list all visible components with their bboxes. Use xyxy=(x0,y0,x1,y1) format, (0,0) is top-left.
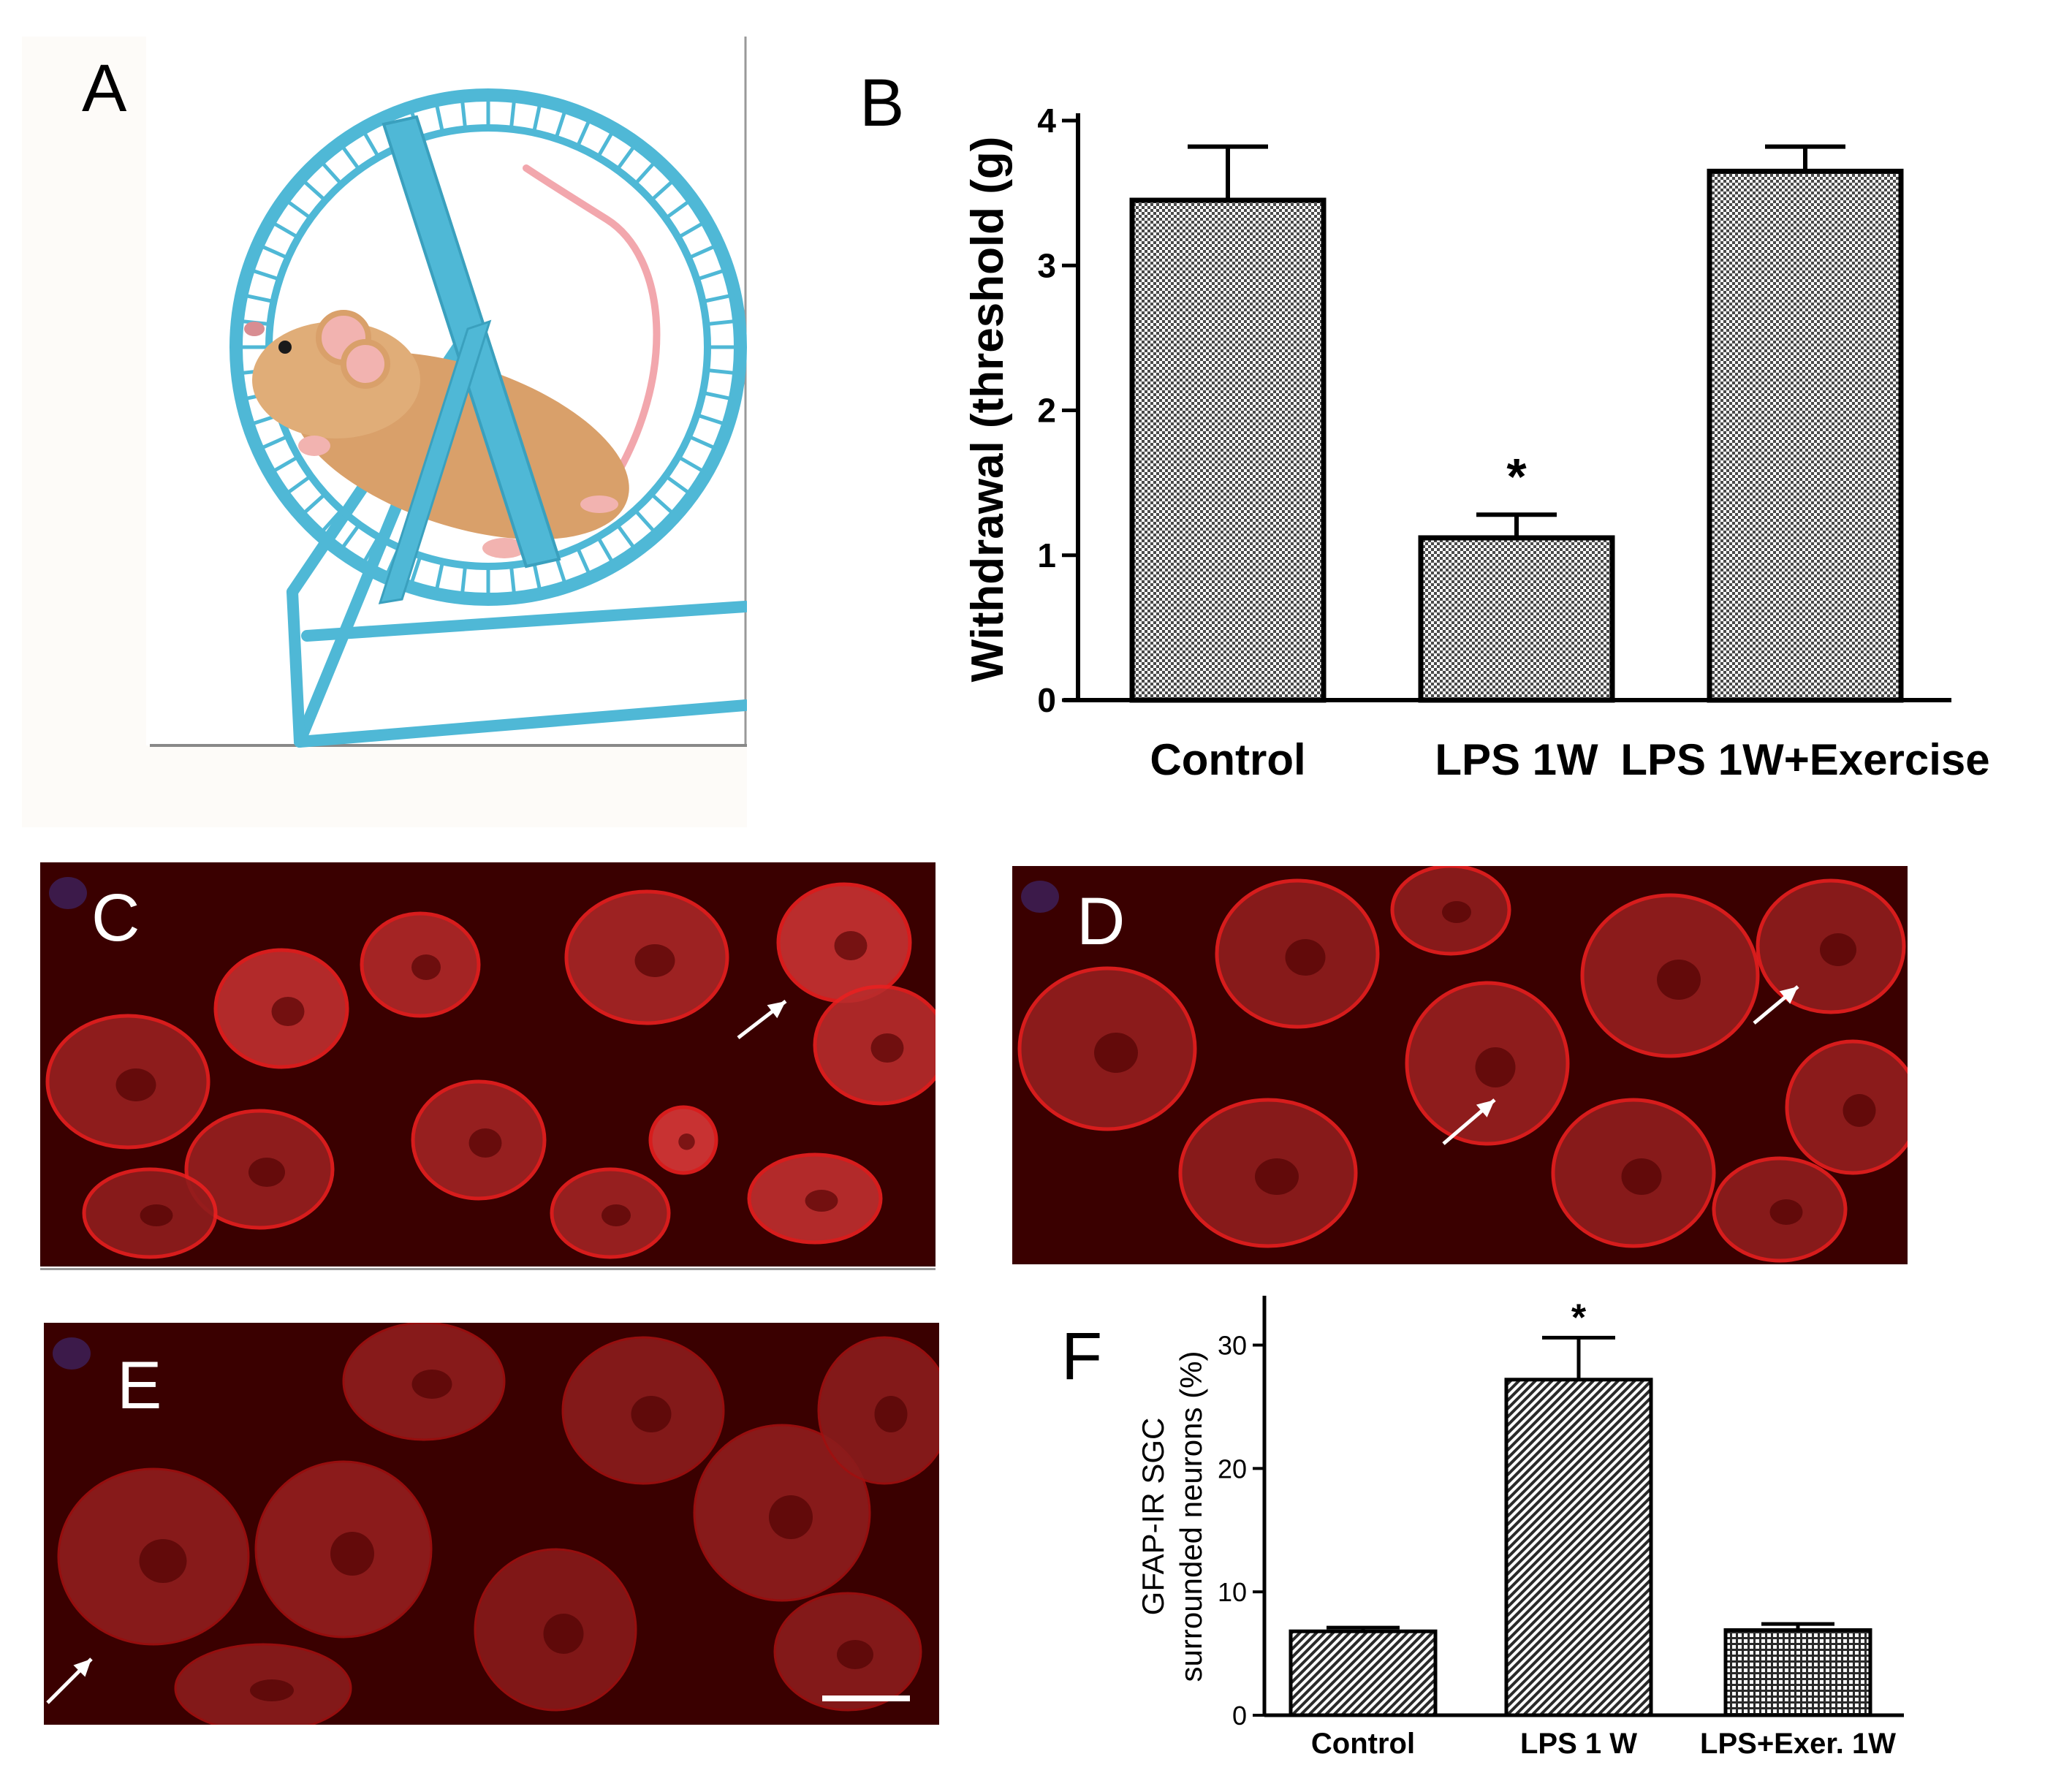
significance-marker: * xyxy=(1506,448,1527,505)
panel-letter-d: D xyxy=(1077,884,1126,959)
panel-c-divider xyxy=(40,1268,936,1270)
bar xyxy=(1289,1629,1438,1717)
y-tick-label: 4 xyxy=(1037,102,1056,140)
x-tick-label: LPS 1 W xyxy=(1520,1728,1637,1760)
gfap-bar-chart: 0 10 20 30 Control LPS 1 W * LPS+Exer. 1W GFAP-I… xyxy=(1136,1296,1904,1760)
y-tick-label: 10 xyxy=(1218,1577,1247,1607)
panel-letter-c: C xyxy=(91,881,140,955)
y-tick-label: 20 xyxy=(1218,1454,1247,1484)
mouse-wheel-illustration xyxy=(146,37,751,748)
panel-letter-a: A xyxy=(82,51,127,126)
bar xyxy=(1129,197,1327,703)
x-tick-label: Control xyxy=(1150,735,1305,784)
y-tick-label: 3 xyxy=(1037,246,1056,284)
micrograph-d-image xyxy=(1012,866,1908,1264)
y-tick-label: 30 xyxy=(1218,1331,1247,1361)
y-tick-label: 0 xyxy=(1037,681,1056,719)
panel-letter-e: E xyxy=(117,1348,162,1423)
significance-marker: * xyxy=(1571,1296,1587,1339)
y-axis-label: Withdrawal (threshold (g) xyxy=(963,137,1013,683)
x-tick-label: LPS 1W xyxy=(1435,735,1598,784)
bar xyxy=(1723,1628,1872,1717)
y-tick-label: 1 xyxy=(1037,536,1056,574)
panel-letter-b: B xyxy=(859,66,905,140)
panel-b-chart: 0 1 2 3 4 Control LPS 1W * LPS 1W+Exercise Withdr… xyxy=(840,51,2072,804)
micrograph-c: C xyxy=(40,862,936,1267)
bar xyxy=(1504,1378,1653,1717)
scale-bar xyxy=(822,1695,910,1701)
bar xyxy=(1418,535,1615,703)
x-tick-label: LPS+Exer. 1W xyxy=(1700,1728,1896,1760)
micrograph-e-image xyxy=(44,1323,939,1725)
micrograph-c-image xyxy=(40,862,936,1267)
panel-f-chart: 0 10 20 30 Control LPS 1 W * LPS+Exer. 1W GFAP-I… xyxy=(994,1275,1944,1765)
y-axis-label: GFAP-IR SGC xyxy=(1136,1418,1170,1616)
x-tick-label: LPS 1W+Exercise xyxy=(1620,735,1989,784)
withdrawal-bar-chart: 0 1 2 3 4 Control LPS 1W * LPS 1W+Exercise Withdr… xyxy=(963,102,1990,784)
panel-letter-f: F xyxy=(1061,1319,1103,1394)
micrograph-e: E xyxy=(44,1323,939,1725)
micrograph-d: D xyxy=(1012,866,1908,1264)
y-tick-label: 2 xyxy=(1037,392,1056,430)
y-tick-label: 0 xyxy=(1232,1701,1247,1731)
panel-a-photo: A xyxy=(22,37,751,827)
x-tick-label: Control xyxy=(1311,1728,1415,1760)
bar xyxy=(1707,168,1904,703)
y-axis-label: surrounded neurons (%) xyxy=(1174,1351,1208,1682)
